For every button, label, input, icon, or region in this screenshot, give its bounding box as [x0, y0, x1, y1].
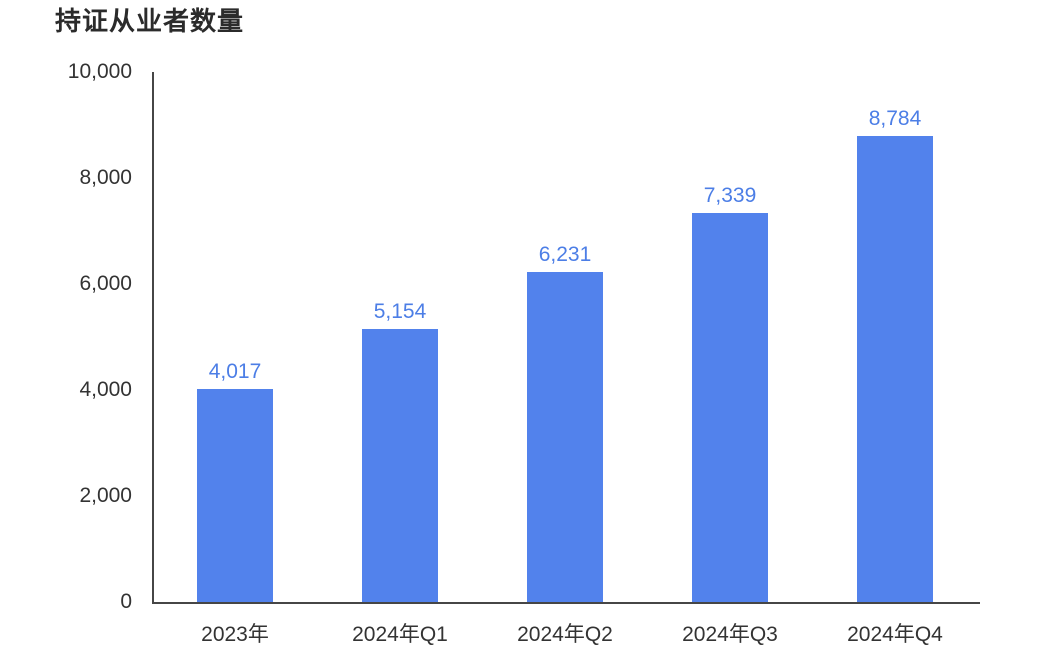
bar	[527, 272, 603, 602]
y-axis-tick-label: 4,000	[79, 378, 132, 401]
y-axis-tick-label: 10,000	[67, 60, 132, 83]
y-axis-tick-label: 8,000	[79, 166, 132, 189]
bar-value-label: 7,339	[703, 184, 757, 207]
y-axis-tick-label: 2,000	[79, 484, 132, 507]
bar-value-label: 5,154	[373, 300, 427, 323]
x-axis-tick-label: 2024年Q1	[352, 623, 448, 646]
bar	[362, 329, 438, 602]
bar-value-label: 8,784	[868, 107, 922, 130]
x-axis-tick-label: 2023年	[201, 623, 269, 646]
bar	[857, 136, 933, 602]
plot-area	[152, 72, 980, 604]
x-axis-tick-label: 2024年Q3	[682, 623, 778, 646]
x-axis-tick-label: 2024年Q4	[847, 623, 943, 646]
y-axis-tick-label: 6,000	[79, 272, 132, 295]
bar-value-label: 4,017	[208, 360, 262, 383]
y-axis-tick-label: 0	[120, 590, 132, 613]
bar	[197, 389, 273, 602]
x-axis-tick-label: 2024年Q2	[517, 623, 613, 646]
chart-title: 持证从业者数量	[55, 6, 245, 36]
bar	[692, 213, 768, 602]
bar-value-label: 6,231	[538, 243, 592, 266]
